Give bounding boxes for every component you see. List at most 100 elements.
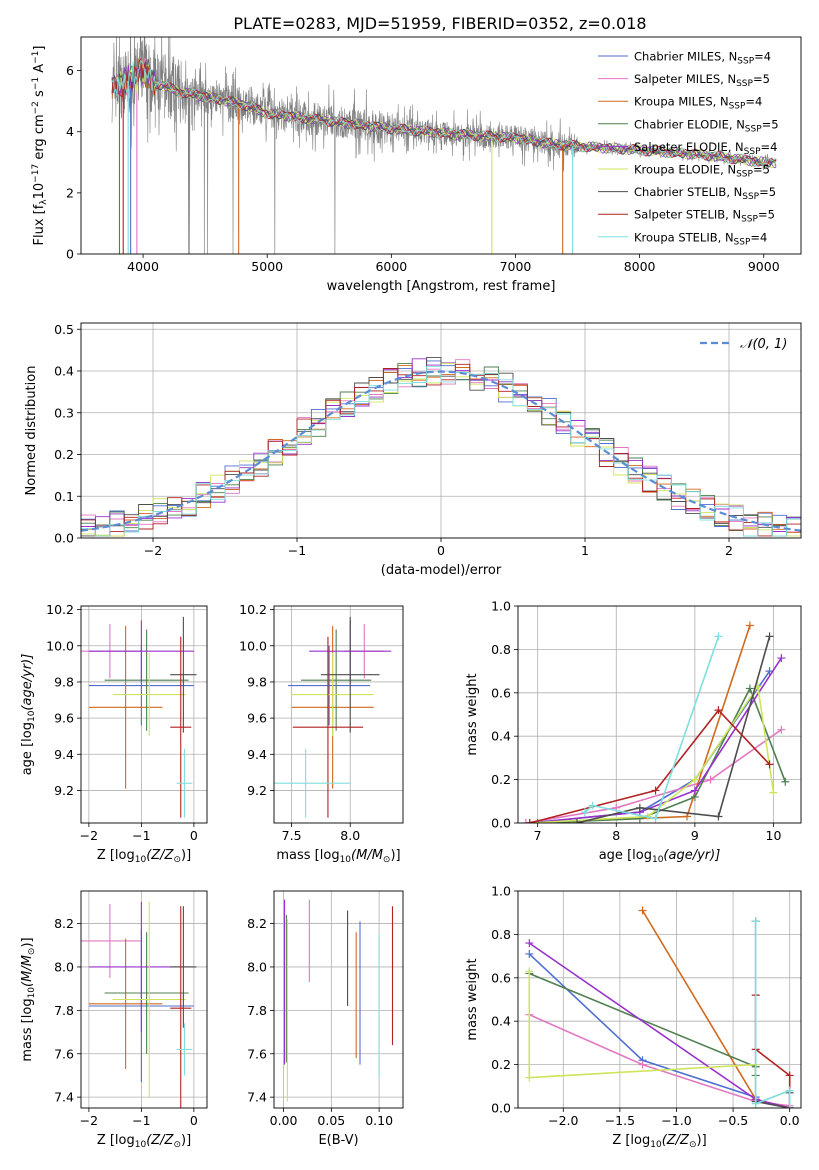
x-tick-label: −2 <box>80 828 98 843</box>
series-marker-KS <box>785 1104 794 1108</box>
y-tick-label: 1.0 <box>491 884 511 899</box>
y-tick-label: 10.2 <box>239 602 267 617</box>
histogram-step-KS <box>81 365 801 537</box>
y-tick-label: 0.6 <box>491 970 511 985</box>
x-axis-label-part: wavelength [Angstrom, rest frame] <box>327 279 556 294</box>
x-axis-label-part: )] <box>181 1133 191 1148</box>
y-axis-label: age [log10(age/yr)] <box>20 654 37 776</box>
legend-label-SM: Salpeter MILES, NSSP=5 <box>634 72 770 89</box>
x-tick-label: 5000 <box>251 259 283 274</box>
series-line-CS <box>576 636 771 823</box>
series-marker-SS <box>525 819 534 823</box>
legend-label-CE: Chabrier ELODIE, NSSP=5 <box>634 117 779 134</box>
legend-label-SS-part: SSP <box>741 215 758 225</box>
y-axis-label-part: mass [log <box>20 998 35 1061</box>
legend-label-CE-part: Chabrier ELODIE, <box>634 117 736 131</box>
legend-label-CM: Chabrier MILES, NSSP=4 <box>634 50 771 67</box>
x-tick-label: 0 <box>190 828 198 843</box>
x-tick-label: 0.05 <box>317 1113 345 1128</box>
series-marker-CM <box>525 949 534 958</box>
series-marker-CS <box>765 632 774 641</box>
axes-frame <box>517 890 802 1109</box>
y-axis-label-part: (M/M <box>20 955 35 987</box>
x-axis-label-part: )] <box>390 848 400 863</box>
y-axis-label-part: 10 <box>32 183 47 200</box>
x-axis-label: Z [log10(Z/Z⊙)] <box>97 848 191 865</box>
legend-label-KS-part: SSP <box>734 237 751 247</box>
y-tick-label: 7.8 <box>54 1003 74 1018</box>
y-axis-label-part: Flux [f <box>32 204 47 245</box>
plot-area-age_weight <box>518 606 801 823</box>
legend-label-KE-part: Kroupa ELODIE, <box>634 163 727 177</box>
x-axis-label: E(B-V) <box>318 1133 358 1148</box>
y-tick-label: 10.0 <box>239 638 267 653</box>
y-tick-label: 0.4 <box>491 1014 511 1029</box>
series-marker-SS <box>765 760 774 769</box>
y-tick-label: 6 <box>66 63 74 78</box>
y-tick-label: 10.0 <box>46 638 74 653</box>
series-line-CS <box>754 921 791 1108</box>
x-tick-label: −2 <box>80 1113 98 1128</box>
legend-label-CM-part: Chabrier MILES, <box>634 50 729 64</box>
y-tick-label: 2 <box>66 185 74 200</box>
series-marker-CS <box>714 812 723 821</box>
legend-label-CS-part: =5 <box>759 185 776 199</box>
x-axis-label: (data-model)/error <box>381 563 502 578</box>
legend-label-SE-part: N <box>735 140 744 154</box>
x-axis-label-part: age [log <box>599 848 652 863</box>
x-tick-label: −1 <box>288 543 306 558</box>
series-line-KM <box>529 625 751 823</box>
plot-area-mass_age <box>274 606 403 823</box>
legend-label-CS-part: Chabrier STELIB, <box>634 185 734 199</box>
y-axis-label-part: s <box>32 90 47 101</box>
x-axis-label-part: 10 <box>135 855 147 865</box>
y-tick-label: 7.4 <box>247 1090 267 1105</box>
series-marker-SM <box>706 775 715 784</box>
x-tick-label: −1.0 <box>661 1113 691 1128</box>
legend-label-CE-part: =5 <box>762 117 779 131</box>
y-tick-label: 0.0 <box>54 531 74 546</box>
x-axis-label: mass [log10(M/M⊙)] <box>276 848 400 865</box>
legend-label-CM-part: N <box>729 50 738 64</box>
axes-frame <box>80 322 802 539</box>
legend-label-CM-part: =4 <box>754 50 771 64</box>
y-axis-label-part: −17 <box>31 164 41 183</box>
y-tick-label: 8.2 <box>54 916 74 931</box>
series-marker-SS <box>651 786 660 795</box>
y-tick-label: 9.2 <box>54 783 74 798</box>
x-axis-label-part: ⊙ <box>173 855 181 865</box>
legend-label-KM-part: Kroupa MILES, <box>634 95 720 109</box>
x-axis-label-part: 10 <box>340 855 352 865</box>
y-axis-label: mass [log10(M/M⊙)] <box>20 937 37 1061</box>
x-tick-label: −1 <box>132 1113 150 1128</box>
y-tick-label: 7.6 <box>54 1046 74 1061</box>
axes-frame <box>517 605 802 824</box>
series-marker-KE <box>525 1073 534 1082</box>
y-tick-label: 0.4 <box>491 729 511 744</box>
y-axis-label-part: (age/yr)] <box>20 654 35 711</box>
x-axis-label: Z [log10(Z/Z⊙)] <box>97 1133 191 1150</box>
legend-label-SE-part: SSP <box>744 147 761 157</box>
plot-area-spectrum <box>111 37 777 254</box>
y-tick-label: 10.2 <box>46 602 74 617</box>
series-line-KE <box>529 684 775 823</box>
x-tick-label: 8 <box>612 828 620 843</box>
panel-z_weight: −2.0 −1.5 −1.0 −0.5 0.0 0.0 0.2 0.4 0.6 0.8 1.0 Z [… <box>465 884 802 1150</box>
x-axis-label-part: Z [log <box>97 848 135 863</box>
series-marker-SE <box>690 786 699 795</box>
x-tick-label: 0 <box>190 1113 198 1128</box>
series-marker-KE <box>525 967 534 976</box>
x-axis-label-part: 10 <box>135 1140 147 1150</box>
series-marker-SS <box>714 706 723 715</box>
legend-label-CS-part: SSP <box>742 192 759 202</box>
series-line-KM <box>641 910 790 1108</box>
y-tick-label: 9.4 <box>247 747 267 762</box>
legend-label-SS-part: N <box>732 208 741 222</box>
spectrum-model-line-KE <box>111 61 777 169</box>
y-tick-label: 0.6 <box>491 685 511 700</box>
x-axis-label-part: (M/M <box>351 848 383 863</box>
series-marker-KE <box>690 775 699 784</box>
x-axis-label-part: (age/yr)] <box>663 848 720 863</box>
series-marker-KS <box>588 801 597 810</box>
